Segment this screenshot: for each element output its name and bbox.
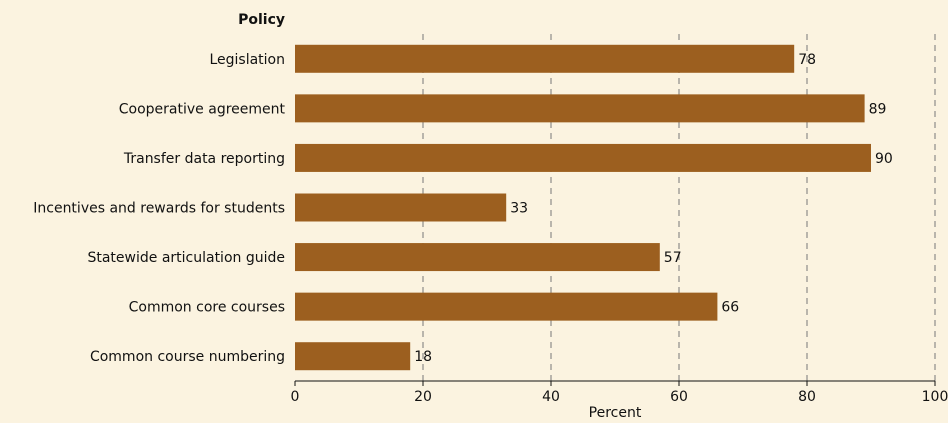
bar [295, 44, 795, 73]
value-label: 33 [510, 201, 528, 217]
x-tick-label: 80 [798, 389, 816, 405]
value-label: 18 [414, 349, 432, 365]
value-labels: 78 89 90 33 57 66 18 [414, 52, 893, 365]
category-label: Legislation [209, 52, 285, 68]
value-label: 90 [875, 151, 893, 167]
category-label: Common course numbering [90, 349, 285, 365]
category-label: Statewide articulation guide [87, 250, 285, 266]
value-label: 66 [721, 300, 739, 316]
bar [295, 193, 507, 222]
x-axis-ticks: 0 20 40 60 80 100 [291, 381, 948, 405]
x-tick-label: 0 [291, 389, 300, 405]
bar [295, 243, 660, 272]
category-label: Incentives and rewards for students [33, 201, 285, 217]
x-tick-label: 40 [542, 389, 560, 405]
bars [295, 44, 871, 371]
gridlines [422, 34, 936, 381]
x-axis-title: Percent [589, 405, 642, 421]
bar [295, 292, 718, 321]
category-label: Cooperative agreement [119, 101, 286, 117]
value-label: 57 [664, 250, 682, 266]
bar [295, 342, 411, 371]
bar [295, 94, 865, 123]
x-tick-label: 60 [670, 389, 688, 405]
value-label: 78 [798, 52, 816, 68]
x-tick-label: 100 [922, 389, 948, 405]
value-label: 89 [869, 101, 887, 117]
category-label: Transfer data reporting [123, 151, 285, 167]
bar [295, 143, 871, 172]
category-label: Common core courses [129, 300, 285, 316]
y-axis-title: Policy [238, 12, 285, 28]
category-labels: Legislation Cooperative agreement Transfer… [33, 52, 285, 365]
x-tick-label: 20 [414, 389, 432, 405]
